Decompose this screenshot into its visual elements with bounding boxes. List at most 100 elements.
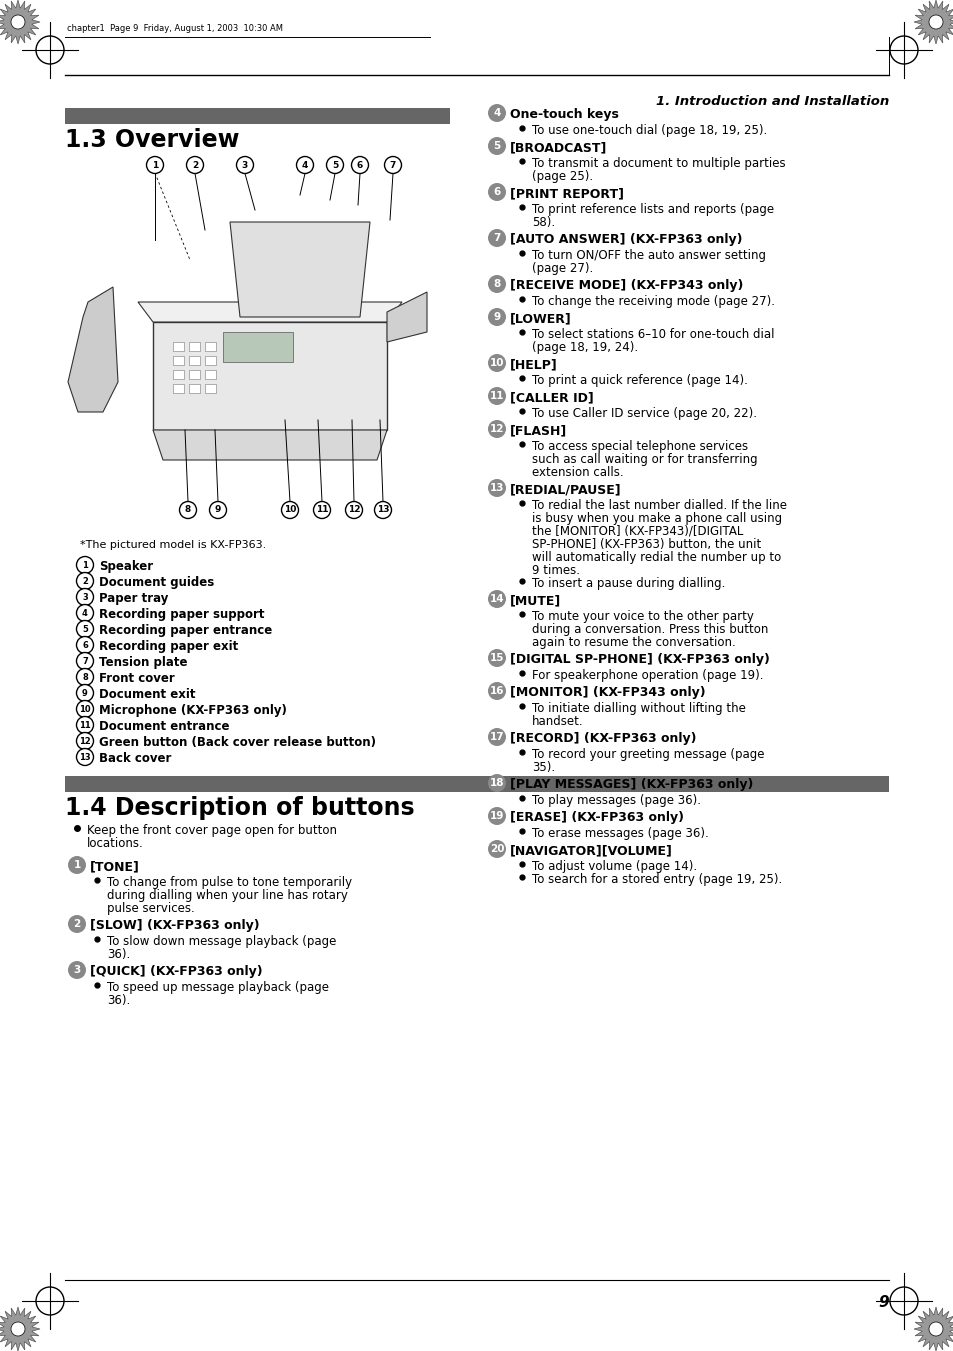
Text: 4: 4 [82,608,88,617]
Text: [QUICK] (KX-FP363 only): [QUICK] (KX-FP363 only) [90,965,262,978]
Polygon shape [0,0,40,45]
Text: 10: 10 [489,358,504,367]
Circle shape [11,15,25,28]
Text: 3: 3 [82,593,88,601]
Circle shape [488,136,505,155]
Text: To print a quick reference (page 14).: To print a quick reference (page 14). [532,374,747,386]
Text: 6: 6 [493,186,500,197]
Circle shape [76,716,93,734]
Text: Back cover: Back cover [99,753,172,765]
Text: Keep the front cover page open for button: Keep the front cover page open for butto… [87,824,336,838]
Text: Green button (Back cover release button): Green button (Back cover release button) [99,736,375,748]
Text: is busy when you make a phone call using: is busy when you make a phone call using [532,512,781,526]
Text: handset.: handset. [532,715,583,728]
Text: Recording paper support: Recording paper support [99,608,264,621]
Text: [DIGITAL SP-PHONE] (KX-FP363 only): [DIGITAL SP-PHONE] (KX-FP363 only) [510,653,769,666]
Bar [205,384,215,393]
Polygon shape [152,430,387,459]
Bar [189,384,200,393]
Text: To record your greeting message (page: To record your greeting message (page [532,748,763,761]
Text: 12: 12 [79,736,91,746]
Bar [189,357,200,365]
Text: 6: 6 [356,161,363,169]
Text: To turn ON/OFF the auto answer setting: To turn ON/OFF the auto answer setting [532,249,765,262]
Circle shape [76,589,93,605]
Circle shape [488,840,505,858]
Text: 8: 8 [82,673,88,681]
Circle shape [314,501,330,519]
Text: To change from pulse to tone temporarily: To change from pulse to tone temporarily [107,875,352,889]
Text: during dialling when your line has rotary: during dialling when your line has rotar… [107,889,348,902]
Text: [MUTE]: [MUTE] [510,594,560,607]
Text: the [MONITOR] (KX-FP343)/[DIGITAL: the [MONITOR] (KX-FP343)/[DIGITAL [532,526,742,538]
Text: [SLOW] (KX-FP363 only): [SLOW] (KX-FP363 only) [90,919,259,932]
Circle shape [68,961,86,979]
Text: 7: 7 [493,232,500,243]
Text: [PRINT REPORT]: [PRINT REPORT] [510,186,623,200]
Bar [205,370,215,380]
Circle shape [76,604,93,621]
Circle shape [928,15,942,28]
Text: Tension plate: Tension plate [99,657,188,669]
Text: again to resume the conversation.: again to resume the conversation. [532,636,735,648]
Text: [HELP]: [HELP] [510,358,558,372]
Text: during a conversation. Press this button: during a conversation. Press this button [532,623,767,636]
Text: To speed up message playback (page: To speed up message playback (page [107,981,329,994]
Text: [TONE]: [TONE] [90,861,140,873]
Text: To adjust volume (page 14).: To adjust volume (page 14). [532,861,697,873]
Text: 1: 1 [82,561,88,570]
Text: 4: 4 [301,161,308,169]
Text: 17: 17 [489,732,504,742]
Circle shape [296,157,314,173]
Text: [RECEIVE MODE] (KX-FP343 only): [RECEIVE MODE] (KX-FP343 only) [510,280,742,292]
Circle shape [76,748,93,766]
Text: 16: 16 [489,686,504,696]
Text: 36).: 36). [107,994,131,1006]
Text: To select stations 6–10 for one-touch dial: To select stations 6–10 for one-touch di… [532,328,774,340]
Circle shape [351,157,368,173]
Bar [223,332,293,362]
Bar [65,775,888,792]
Text: To erase messages (page 36).: To erase messages (page 36). [532,827,708,840]
Circle shape [488,728,505,746]
Bar [189,342,200,351]
Bar [152,322,387,430]
Text: pulse services.: pulse services. [107,902,194,915]
Text: [RECORD] (KX-FP363 only): [RECORD] (KX-FP363 only) [510,732,696,744]
Circle shape [76,732,93,750]
Text: Speaker: Speaker [99,561,153,573]
Circle shape [76,701,93,717]
Text: To mute your voice to the other party: To mute your voice to the other party [532,611,753,623]
Text: To search for a stored entry (page 19, 25).: To search for a stored entry (page 19, 2… [532,873,781,886]
Polygon shape [387,292,427,342]
Text: 11: 11 [315,505,328,515]
Circle shape [76,620,93,638]
Text: SP-PHONE] (KX-FP363) button, the unit: SP-PHONE] (KX-FP363) button, the unit [532,538,760,551]
Circle shape [11,1323,25,1336]
Text: 1.4 Description of buttons: 1.4 Description of buttons [65,796,415,820]
Circle shape [384,157,401,173]
Text: To change the receiving mode (page 27).: To change the receiving mode (page 27). [532,295,774,308]
Text: 9 times.: 9 times. [532,563,579,577]
Circle shape [488,590,505,608]
Text: 11: 11 [79,720,91,730]
Text: 58).: 58). [532,216,555,230]
Text: [MONITOR] (KX-FP343 only): [MONITOR] (KX-FP343 only) [510,686,705,698]
Bar [172,357,184,365]
Polygon shape [68,286,118,412]
Text: For speakerphone operation (page 19).: For speakerphone operation (page 19). [532,669,762,682]
Circle shape [488,420,505,438]
Text: 12: 12 [348,505,360,515]
Circle shape [179,501,196,519]
Text: To insert a pause during dialling.: To insert a pause during dialling. [532,577,724,590]
Text: (page 27).: (page 27). [532,262,593,276]
Polygon shape [230,222,370,317]
Circle shape [488,774,505,792]
Circle shape [76,636,93,654]
Text: 10: 10 [79,704,91,713]
Text: 1: 1 [73,861,81,870]
Text: 19: 19 [489,811,503,821]
Text: 15: 15 [489,653,504,663]
Bar [65,108,450,124]
Text: 2: 2 [82,577,88,585]
